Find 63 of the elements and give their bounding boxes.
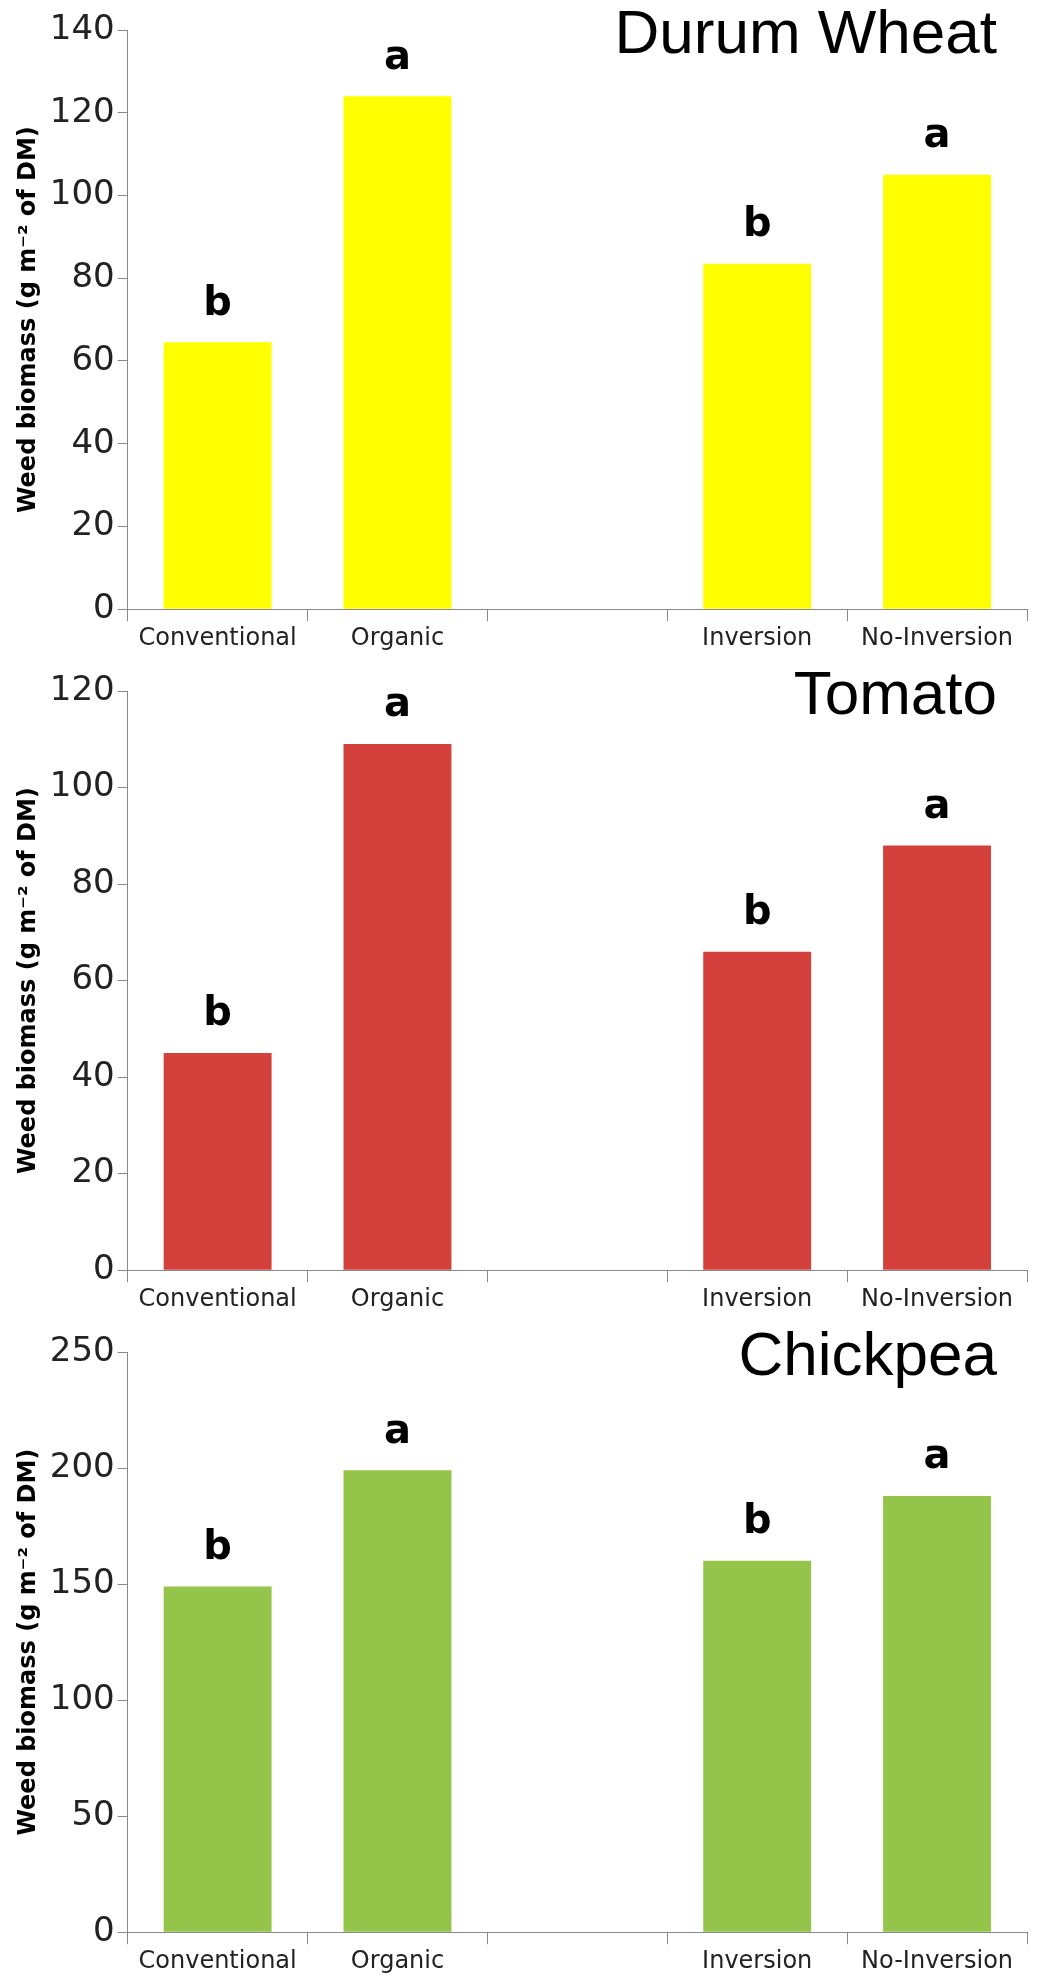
- x-tick-label: No-Inversion: [861, 1945, 1014, 1974]
- y-tick-label: 200: [49, 1444, 115, 1485]
- bar: [883, 845, 992, 1270]
- annotation: a: [383, 1405, 411, 1452]
- y-tick-label: 80: [71, 860, 115, 901]
- y-tick-label: 40: [71, 1053, 115, 1094]
- x-tick-label: Organic: [350, 622, 445, 651]
- y-axis-title: Weed biomass (g m⁻² of DM): [12, 1448, 41, 1836]
- y-tick-label: 40: [71, 420, 115, 461]
- x-tick-label: Inversion: [702, 1283, 813, 1312]
- bar: [883, 1495, 992, 1932]
- annotation: a: [383, 31, 411, 78]
- x-tick-label: Organic: [350, 1283, 445, 1312]
- y-tick-label: 80: [71, 255, 115, 296]
- y-tick-label: 50: [71, 1792, 115, 1833]
- annotation: b: [742, 887, 772, 934]
- y-tick-label: 60: [71, 957, 115, 998]
- annotation: b: [742, 199, 772, 246]
- chart-title: Durum Wheat: [614, 0, 997, 67]
- bar: [703, 1560, 812, 1932]
- y-tick-label: 100: [49, 172, 115, 213]
- annotation: b: [742, 1496, 772, 1543]
- bar: [703, 951, 812, 1270]
- bar: [883, 174, 992, 609]
- x-tick-label: Conventional: [138, 1945, 297, 1974]
- annotation: b: [203, 1521, 232, 1568]
- bar: [343, 744, 452, 1270]
- y-tick-label: 60: [71, 337, 115, 378]
- y-tick-label: 100: [49, 764, 115, 805]
- bar: [703, 263, 812, 609]
- y-tick-label: 0: [93, 586, 115, 627]
- chart-title: Chickpea: [738, 1319, 998, 1389]
- annotation: a: [923, 780, 951, 827]
- x-tick-label: Conventional: [138, 1283, 297, 1312]
- y-axis-title: Weed biomass (g m⁻² of DM): [12, 126, 41, 514]
- y-tick-label: 140: [49, 6, 115, 47]
- x-tick-label: Inversion: [702, 622, 813, 651]
- y-tick-label: 20: [71, 503, 115, 544]
- bar: [343, 1470, 452, 1932]
- annotation: b: [203, 988, 232, 1035]
- annotation: a: [383, 679, 411, 726]
- annotation: b: [203, 277, 232, 324]
- y-tick-label: 250: [49, 1328, 115, 1369]
- y-tick-label: 120: [49, 667, 115, 708]
- bar: [163, 342, 272, 609]
- y-tick-label: 0: [93, 1247, 115, 1288]
- x-tick-label: Conventional: [138, 622, 297, 651]
- y-tick-label: 0: [93, 1909, 115, 1950]
- chart-title: Tomato: [793, 658, 997, 728]
- y-tick-label: 20: [71, 1150, 115, 1191]
- x-tick-label: No-Inversion: [861, 1283, 1014, 1312]
- bar: [163, 1053, 272, 1270]
- y-tick-label: 150: [49, 1560, 115, 1601]
- x-tick-label: Inversion: [702, 1945, 813, 1974]
- y-tick-label: 100: [49, 1676, 115, 1717]
- bar: [163, 1586, 272, 1932]
- y-axis-title: Weed biomass (g m⁻² of DM): [12, 787, 41, 1175]
- x-tick-label: Organic: [350, 1945, 445, 1974]
- bar: [343, 96, 452, 609]
- annotation: a: [923, 1431, 951, 1478]
- x-tick-label: No-Inversion: [861, 622, 1014, 651]
- y-tick-label: 120: [49, 89, 115, 130]
- annotation: a: [923, 110, 951, 157]
